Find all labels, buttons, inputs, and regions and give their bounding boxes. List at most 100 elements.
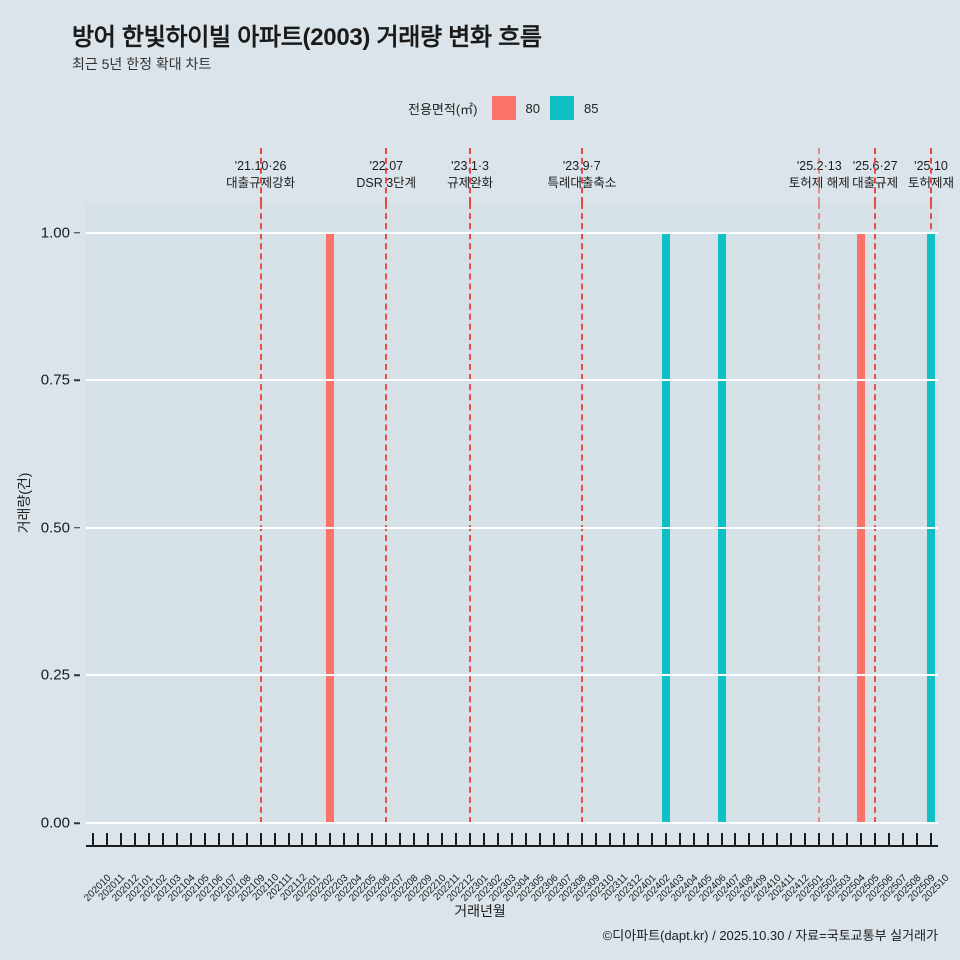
x-tick — [91, 833, 94, 846]
event-line-4 — [818, 203, 821, 823]
x-tick — [273, 833, 276, 846]
x-tick — [734, 833, 737, 846]
y-tick-label: 0.25 — [40, 666, 70, 684]
x-tick — [231, 833, 234, 846]
x-tick — [776, 833, 779, 846]
legend-swatch-80 — [491, 96, 516, 120]
event-line-5 — [874, 203, 877, 823]
y-tick-mark — [74, 822, 80, 824]
x-tick — [608, 833, 611, 846]
y-tick-mark — [74, 527, 80, 529]
x-tick — [399, 833, 402, 846]
x-tick — [832, 833, 835, 846]
legend-item-85[interactable]: 85 — [549, 96, 599, 120]
x-axis-tick-labels: 202010 202011 202012 202101 202102 202103 2021… — [82, 849, 951, 909]
x-tick — [720, 833, 723, 846]
x-tick — [301, 833, 304, 846]
x-tick — [427, 833, 430, 846]
x-tick — [622, 833, 625, 846]
x-tick — [343, 833, 346, 846]
event-line-1 — [385, 203, 388, 823]
x-tick — [133, 833, 136, 846]
gridline — [86, 379, 938, 382]
x-tick — [413, 833, 416, 846]
x-tick — [259, 833, 262, 846]
y-tick-label: 1.00 — [40, 224, 70, 242]
legend-item-80[interactable]: 80 — [491, 96, 540, 120]
event-line-stub-0 — [259, 148, 262, 203]
x-tick — [888, 833, 891, 846]
x-axis-line — [86, 845, 938, 847]
legend-label-80: 80 — [525, 100, 540, 116]
event-line-stub-6 — [930, 148, 933, 203]
x-tick — [524, 833, 527, 846]
event-line-stub-5 — [874, 148, 877, 203]
x-axis-title: 거래년월 — [454, 903, 506, 919]
x-tick — [315, 833, 318, 846]
x-tick — [497, 833, 500, 846]
x-tick — [329, 833, 332, 846]
legend-title: 전용면적(㎡) — [408, 101, 478, 117]
x-tick — [357, 833, 360, 846]
x-tick — [860, 833, 863, 846]
legend-label-85: 85 — [583, 100, 599, 116]
x-tick — [217, 833, 220, 846]
x-tick — [580, 833, 583, 846]
x-tick — [916, 833, 919, 846]
x-tick — [636, 833, 639, 846]
x-tick — [538, 833, 541, 846]
page-subtitle: 최근 5년 한정 확대 차트 — [72, 56, 212, 72]
x-tick — [804, 833, 807, 846]
x-tick — [245, 833, 248, 846]
gridline — [86, 674, 938, 677]
y-tick-mark — [74, 674, 80, 677]
x-tick — [469, 833, 472, 846]
x-tick — [664, 833, 667, 846]
x-tick — [119, 833, 122, 846]
x-tick — [385, 833, 388, 846]
event-annotations: '21.10·26 대출규제강화 '22.07 DSR 3단계 '23.1·3 규제완화 '… — [0, 0, 960, 203]
y-axis-title: 거래량(건) — [16, 472, 32, 534]
x-tick — [706, 833, 709, 846]
x-tick — [594, 833, 597, 846]
x-tick — [818, 833, 821, 846]
event-line-stub-2 — [469, 148, 472, 203]
x-tick — [678, 833, 681, 846]
event-line-stub-1 — [385, 148, 388, 203]
event-line-stub-4 — [818, 148, 821, 203]
x-tick — [902, 833, 905, 846]
x-tick — [846, 833, 849, 846]
event-line-3 — [580, 203, 583, 823]
event-line-stub-3 — [580, 148, 583, 203]
y-tick-mark — [74, 231, 80, 234]
x-tick — [147, 833, 150, 846]
footer-credit: ©디아파트(dapt.kr) / 2025.10.30 / 자료=국토교통부 실… — [602, 928, 938, 943]
x-tick — [483, 833, 486, 846]
x-tick — [552, 833, 555, 846]
x-tick — [371, 833, 374, 846]
x-tick — [650, 833, 653, 846]
bars-layer — [86, 203, 938, 823]
gridline — [86, 231, 938, 234]
x-tick — [203, 833, 206, 846]
x-tick — [455, 833, 458, 846]
y-tick-label: 0.75 — [40, 371, 70, 389]
event-line-0 — [259, 203, 262, 823]
y-tick-label: 0.50 — [40, 519, 70, 537]
x-tick — [762, 833, 765, 846]
x-tick — [105, 833, 108, 846]
x-tick — [287, 833, 290, 846]
x-tick — [748, 833, 751, 846]
plot-area — [86, 203, 938, 824]
x-tick — [692, 833, 695, 846]
x-tick — [161, 833, 164, 846]
chart-legend: 전용면적(㎡) 80 85 — [408, 96, 598, 120]
x-tick — [566, 833, 569, 846]
x-tick — [874, 833, 877, 846]
x-tick — [189, 833, 192, 846]
y-tick-label: 0.00 — [40, 814, 70, 832]
legend-swatch-85 — [549, 96, 574, 120]
y-axis: 0.00 0.25 0.50 0.75 1.00 — [0, 203, 80, 832]
x-tick — [175, 833, 178, 846]
